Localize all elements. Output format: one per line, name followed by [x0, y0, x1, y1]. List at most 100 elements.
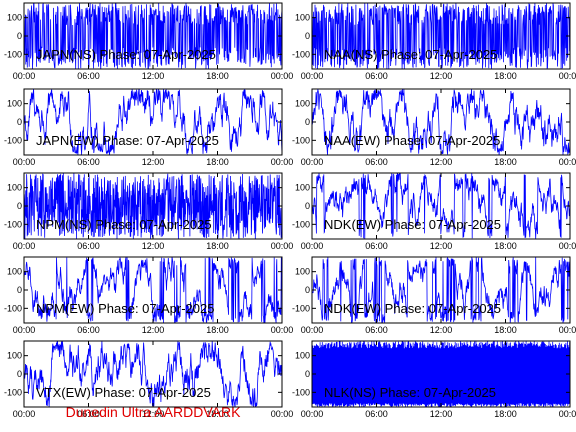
panel-title: NDK(EW) Phase: 07-Apr-2025 — [324, 217, 501, 232]
x-tick-label: 00:00 — [13, 409, 36, 419]
x-tick-label: 00:00 — [559, 71, 576, 81]
x-tick-label: 00:00 — [271, 409, 294, 419]
x-tick-label: 00:00 — [559, 325, 576, 335]
y-tick-label: 100 — [7, 13, 22, 23]
x-tick-label: 00:00 — [559, 409, 576, 419]
x-tick-label: 12:00 — [430, 241, 453, 251]
phase-trace-line — [24, 3, 282, 69]
phase-trace-line — [24, 341, 282, 407]
y-tick-label: 100 — [295, 351, 310, 361]
x-tick-label: 06:00 — [365, 409, 388, 419]
y-tick-label: 0 — [17, 31, 22, 41]
y-tick-label: 100 — [295, 183, 310, 193]
x-tick-label: 18:00 — [206, 409, 229, 419]
x-tick-label: 12:00 — [430, 409, 453, 419]
panel-title: NPM(EW) Phase: 07-Apr-2025 — [36, 301, 214, 316]
x-tick-label: 18:00 — [494, 409, 517, 419]
x-tick-label: 12:00 — [430, 71, 453, 81]
x-tick-label: 12:00 — [142, 325, 165, 335]
phase-panel: 1000-10000:0006:0012:0018:0000:00NDK(EW)… — [292, 256, 576, 335]
panel-title: NAA(NS) Phase: 07-Apr-2025 — [324, 47, 497, 62]
y-tick-label: 100 — [295, 267, 310, 277]
y-tick-label: 0 — [305, 117, 310, 127]
y-tick-label: -100 — [292, 387, 310, 397]
phase-trace-line — [24, 173, 282, 239]
y-tick-label: 0 — [17, 285, 22, 295]
x-tick-label: 06:00 — [365, 157, 388, 167]
x-tick-label: 12:00 — [142, 409, 165, 419]
x-tick-label: 06:00 — [77, 71, 100, 81]
phase-panel: 1000-10000:0006:0012:0018:0000:00NAA(NS)… — [292, 2, 576, 81]
y-tick-label: -100 — [4, 303, 22, 313]
x-tick-label: 00:00 — [271, 157, 294, 167]
phase-trace-line — [312, 3, 570, 69]
x-tick-label: 06:00 — [77, 325, 100, 335]
panel-title: JAPN(NS) Phase: 07-Apr-2025 — [36, 47, 216, 62]
panel-title: NAA(EW) Phase: 07-Apr-2025 — [324, 133, 500, 148]
x-tick-label: 00:00 — [559, 241, 576, 251]
y-tick-label: 100 — [7, 183, 22, 193]
y-tick-label: 0 — [17, 201, 22, 211]
panel-title: NPM(NS) Phase: 07-Apr-2025 — [36, 217, 212, 232]
footer-caption: Dunedin Ultra AARDDVARK — [65, 404, 241, 420]
x-tick-label: 00:00 — [13, 71, 36, 81]
x-tick-label: 12:00 — [142, 157, 165, 167]
phase-panel: 1000-10000:0006:0012:0018:0000:00NAA(EW)… — [292, 88, 576, 167]
panel-title: NLK(NS) Phase: 07-Apr-2025 — [324, 385, 496, 400]
x-tick-label: 00:00 — [301, 241, 324, 251]
x-tick-label: 00:00 — [271, 241, 294, 251]
y-tick-label: 0 — [17, 369, 22, 379]
phase-trace-line — [24, 89, 282, 155]
y-tick-label: -100 — [292, 135, 310, 145]
x-tick-label: 00:00 — [559, 157, 576, 167]
y-tick-label: -100 — [4, 49, 22, 59]
phase-trace-line — [312, 89, 570, 155]
y-tick-label: 0 — [305, 285, 310, 295]
phase-panel: 1000-10000:0006:0012:0018:0000:00NDK(EW)… — [292, 172, 576, 251]
x-tick-label: 18:00 — [494, 325, 517, 335]
y-tick-label: -100 — [292, 49, 310, 59]
y-tick-label: -100 — [4, 387, 22, 397]
x-tick-label: 18:00 — [206, 325, 229, 335]
y-tick-label: 100 — [7, 267, 22, 277]
x-tick-label: 18:00 — [206, 241, 229, 251]
y-tick-label: -100 — [4, 219, 22, 229]
phase-trace-line — [24, 257, 282, 323]
y-tick-label: 100 — [7, 351, 22, 361]
panel-title: JAPN(EW) Phase: 07-Apr-2025 — [36, 133, 219, 148]
x-tick-label: 00:00 — [13, 325, 36, 335]
x-tick-label: 06:00 — [77, 157, 100, 167]
x-tick-label: 06:00 — [365, 71, 388, 81]
x-tick-label: 12:00 — [430, 325, 453, 335]
x-tick-label: 12:00 — [142, 71, 165, 81]
x-tick-label: 18:00 — [494, 241, 517, 251]
x-tick-label: 00:00 — [301, 325, 324, 335]
x-tick-label: 00:00 — [301, 409, 324, 419]
phase-trace-line — [312, 173, 570, 239]
x-tick-label: 00:00 — [301, 71, 324, 81]
phase-panel: 1000-10000:0006:0012:0018:0000:00NLK(NS)… — [292, 340, 576, 419]
x-tick-label: 18:00 — [494, 157, 517, 167]
y-tick-label: 0 — [17, 117, 22, 127]
y-tick-label: 0 — [305, 201, 310, 211]
x-tick-label: 12:00 — [142, 241, 165, 251]
y-tick-label: 100 — [295, 99, 310, 109]
x-tick-label: 06:00 — [365, 241, 388, 251]
x-tick-label: 06:00 — [365, 325, 388, 335]
y-tick-label: 0 — [305, 31, 310, 41]
x-tick-label: 00:00 — [271, 71, 294, 81]
y-tick-label: -100 — [292, 303, 310, 313]
x-tick-label: 18:00 — [206, 71, 229, 81]
y-tick-label: 100 — [7, 99, 22, 109]
x-tick-label: 18:00 — [494, 71, 517, 81]
x-tick-label: 06:00 — [77, 409, 100, 419]
x-tick-label: 12:00 — [430, 157, 453, 167]
x-tick-label: 00:00 — [13, 157, 36, 167]
y-tick-label: -100 — [4, 135, 22, 145]
